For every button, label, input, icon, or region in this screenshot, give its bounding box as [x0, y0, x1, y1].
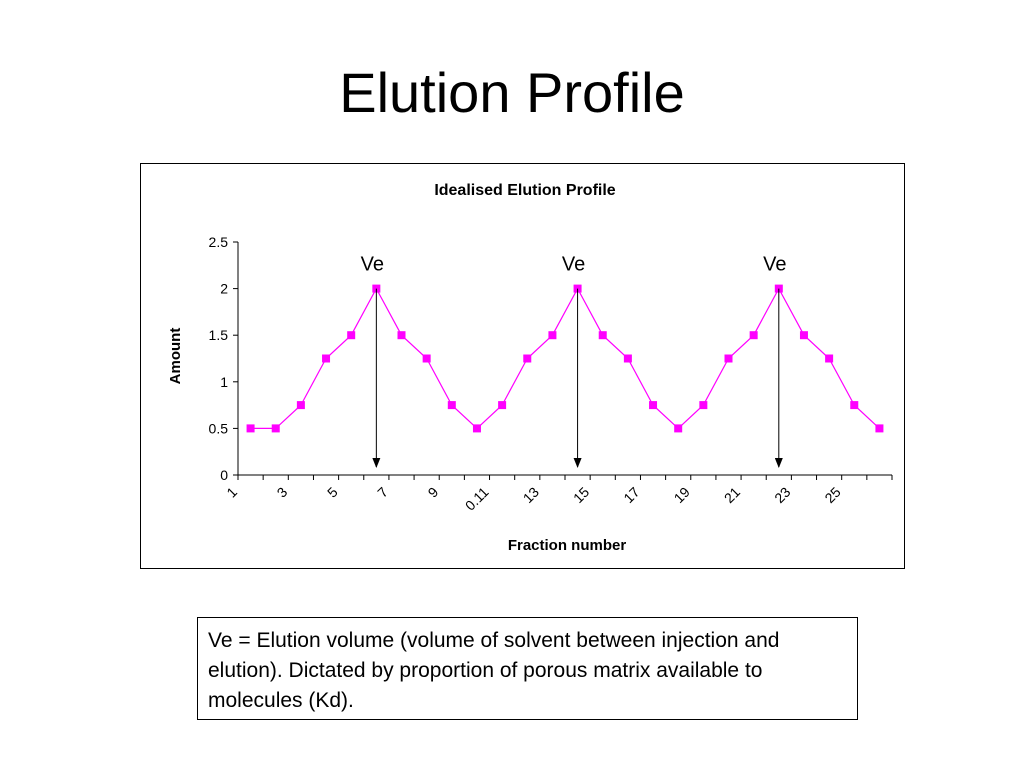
y-tick-label: 0 — [220, 467, 228, 483]
data-point — [799, 331, 808, 340]
note-text: Ve = Elution volume (volume of solvent b… — [208, 629, 780, 712]
data-point — [623, 354, 632, 363]
series-line — [250, 287, 880, 430]
ve-label: Ve — [361, 254, 384, 276]
data-point — [472, 424, 481, 433]
x-tick-label: 17 — [620, 484, 642, 506]
data-point — [850, 401, 859, 410]
x-tick-label: 9 — [425, 484, 442, 501]
data-point — [724, 354, 733, 363]
elution-volume-note: Ve = Elution volume (volume of solvent b… — [197, 617, 858, 720]
ve-label: Ve — [562, 254, 585, 276]
x-tick-label: 1 — [223, 484, 240, 501]
x-tick-label: 19 — [671, 484, 693, 506]
x-tick-label: 0.11 — [462, 484, 492, 514]
data-point — [271, 424, 280, 433]
data-point — [598, 331, 607, 340]
x-axis-label: Fraction number — [508, 537, 627, 554]
y-tick-label: 2.5 — [209, 234, 229, 250]
data-point — [699, 401, 708, 410]
y-axis-label: Amount — [167, 328, 184, 385]
chart-title: Idealised Elution Profile — [434, 182, 615, 199]
data-point — [649, 401, 658, 410]
data-point — [875, 424, 884, 433]
data-point — [447, 401, 456, 410]
x-tick-label: 13 — [520, 484, 542, 506]
data-point — [296, 401, 305, 410]
x-tick-label: 23 — [771, 484, 793, 506]
x-tick-label: 15 — [570, 484, 592, 506]
x-tick-label: 25 — [821, 484, 843, 506]
data-point — [246, 424, 255, 433]
x-tick-label: 3 — [274, 484, 291, 501]
x-tick-label: 21 — [721, 484, 743, 506]
data-point — [397, 331, 406, 340]
x-tick-label: 5 — [324, 484, 341, 501]
data-point — [422, 354, 431, 363]
slide-title: Elution Profile — [339, 61, 685, 124]
data-point — [523, 354, 532, 363]
data-point — [674, 424, 683, 433]
y-tick-label: 2 — [220, 281, 228, 297]
elution-chart: Idealised Elution Profile Amount Fractio… — [167, 182, 893, 554]
data-point — [548, 331, 557, 340]
y-tick-label: 1 — [220, 374, 228, 390]
data-point — [749, 331, 758, 340]
data-point — [322, 354, 331, 363]
data-point — [498, 401, 507, 410]
data-point — [825, 354, 834, 363]
y-tick-label: 0.5 — [209, 420, 229, 436]
y-tick-label: 1.5 — [209, 327, 229, 343]
data-point — [347, 331, 356, 340]
x-tick-label: 7 — [374, 484, 391, 501]
chart-frame: Idealised Elution Profile Amount Fractio… — [140, 163, 905, 569]
ve-label: Ve — [763, 254, 786, 276]
